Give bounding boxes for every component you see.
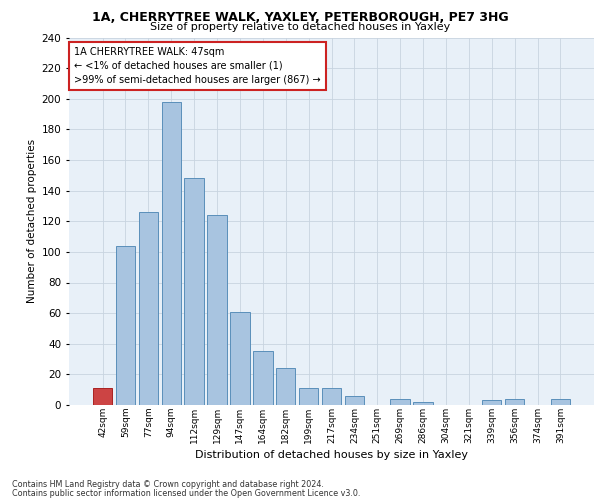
Text: 1A, CHERRYTREE WALK, YAXLEY, PETERBOROUGH, PE7 3HG: 1A, CHERRYTREE WALK, YAXLEY, PETERBOROUG…	[92, 11, 508, 24]
Bar	[93, 388, 112, 405]
Text: Contains public sector information licensed under the Open Government Licence v3: Contains public sector information licen…	[12, 488, 361, 498]
Bar	[276, 368, 295, 405]
Y-axis label: Number of detached properties: Number of detached properties	[28, 139, 37, 304]
Text: 1A CHERRYTREE WALK: 47sqm
← <1% of detached houses are smaller (1)
>99% of semi-: 1A CHERRYTREE WALK: 47sqm ← <1% of detac…	[74, 46, 321, 84]
Bar	[391, 399, 410, 405]
Text: Size of property relative to detached houses in Yaxley: Size of property relative to detached ho…	[150, 22, 450, 32]
Bar	[413, 402, 433, 405]
Bar	[161, 102, 181, 405]
Bar	[344, 396, 364, 405]
Bar	[116, 246, 135, 405]
Bar	[184, 178, 204, 405]
Bar	[230, 312, 250, 405]
Text: Contains HM Land Registry data © Crown copyright and database right 2024.: Contains HM Land Registry data © Crown c…	[12, 480, 324, 489]
Bar	[139, 212, 158, 405]
Bar	[551, 399, 570, 405]
Bar	[505, 399, 524, 405]
Bar	[208, 215, 227, 405]
Bar	[322, 388, 341, 405]
X-axis label: Distribution of detached houses by size in Yaxley: Distribution of detached houses by size …	[195, 450, 468, 460]
Bar	[482, 400, 502, 405]
Bar	[253, 352, 272, 405]
Bar	[299, 388, 319, 405]
